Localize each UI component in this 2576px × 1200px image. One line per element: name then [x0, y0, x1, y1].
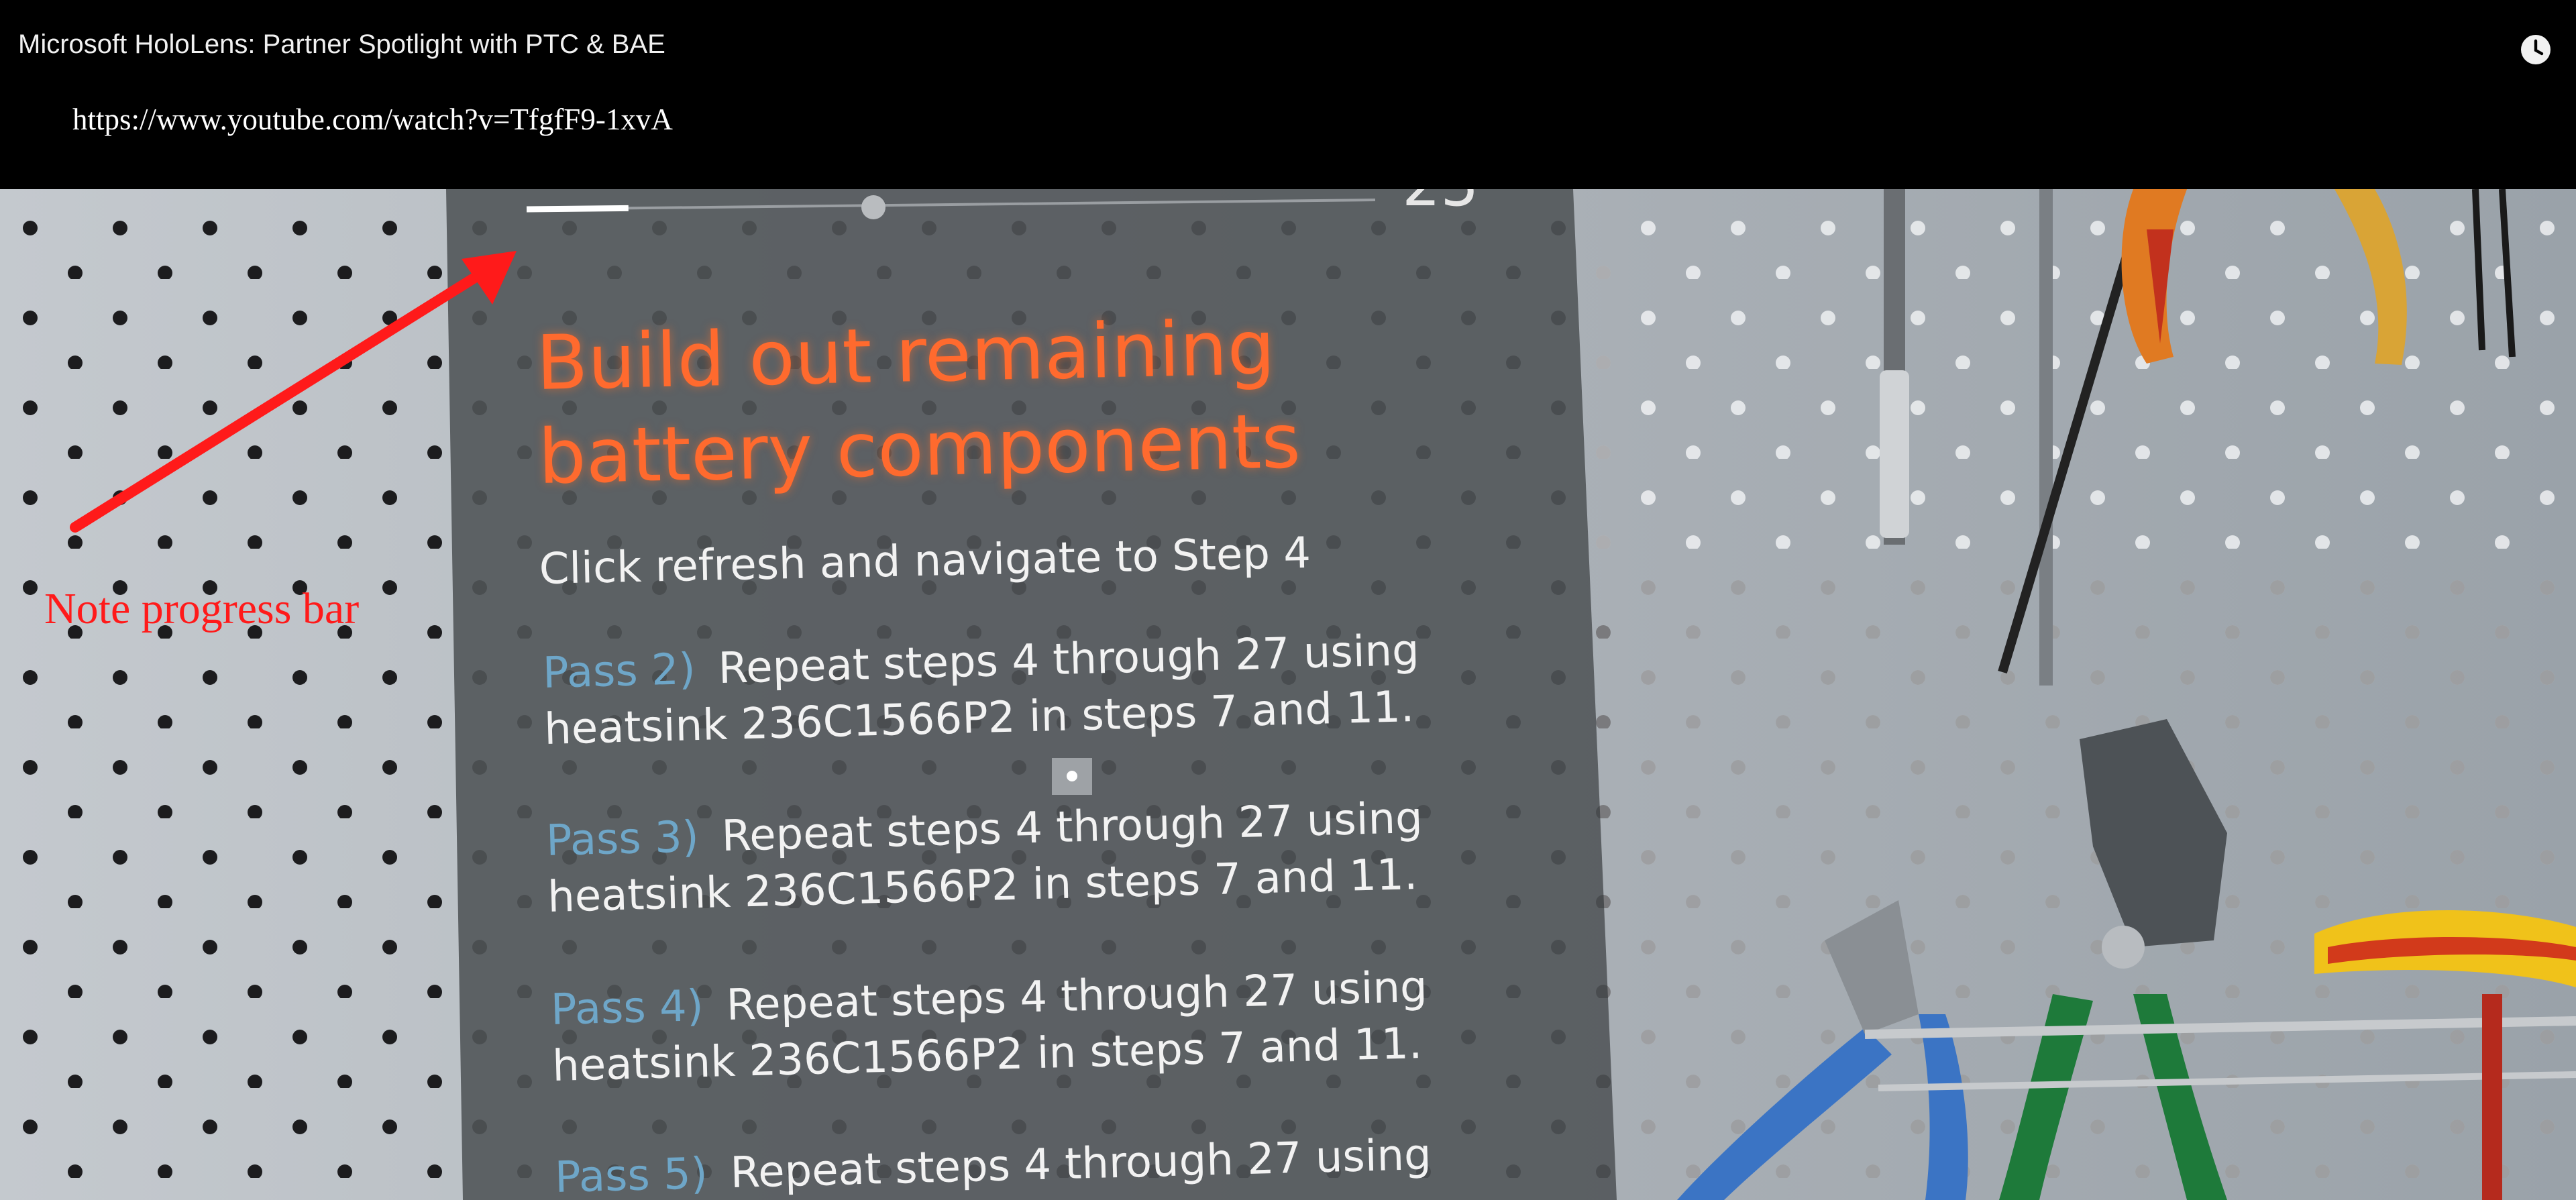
tools-image: [1677, 189, 2576, 1200]
video-frame[interactable]: 25: [0, 189, 2576, 1200]
video-header: Microsoft HoloLens: Partner Spotlight wi…: [0, 0, 2576, 189]
annotation-arrow: [70, 251, 517, 533]
video-url[interactable]: https://www.youtube.com/watch?v=TfgfF9-1…: [72, 103, 673, 136]
hologram-progress-thumb: [861, 195, 885, 219]
video-scene: 25: [0, 189, 2576, 1200]
clock-icon[interactable]: [2520, 34, 2552, 66]
hologram-progress-fill: [526, 205, 629, 213]
video-title[interactable]: Microsoft HoloLens: Partner Spotlight wi…: [18, 30, 665, 59]
svg-text:25: 25: [1402, 189, 1479, 220]
hologram-progress-bar: 25: [526, 189, 1479, 220]
